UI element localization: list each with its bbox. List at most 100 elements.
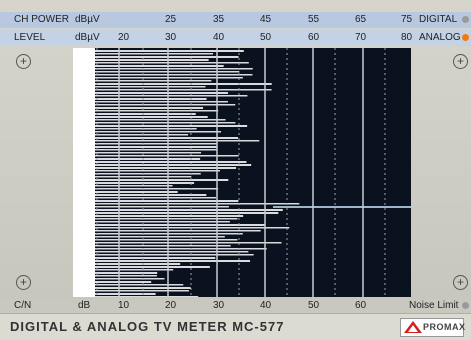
trace-line bbox=[95, 254, 254, 256]
device-title: DIGITAL & ANALOG TV METER MC-577 bbox=[10, 319, 285, 334]
trace-line bbox=[95, 233, 243, 235]
crosshair-top-right-icon: + bbox=[453, 54, 468, 69]
trace-line bbox=[95, 236, 225, 238]
level-scale: LEVEL dBµV 20 30 40 50 60 70 80 ANALOG bbox=[0, 30, 471, 46]
trace-line bbox=[95, 206, 229, 208]
spectrum-display bbox=[73, 48, 411, 297]
trace-line bbox=[95, 293, 156, 295]
trace-line bbox=[95, 296, 199, 297]
ch-power-tick: 25 bbox=[165, 14, 177, 25]
trace-line bbox=[95, 197, 217, 199]
spectrum-trace bbox=[73, 48, 411, 297]
trace-line bbox=[95, 101, 228, 103]
trace-line bbox=[95, 200, 239, 202]
level-label: LEVEL bbox=[14, 32, 46, 43]
trace-line bbox=[95, 179, 229, 181]
trace-line bbox=[95, 188, 219, 190]
ch-power-unit: dBµV bbox=[75, 14, 100, 25]
ch-power-tick: 45 bbox=[260, 14, 272, 25]
trace-line bbox=[95, 161, 247, 163]
analog-indicator-icon bbox=[462, 34, 469, 41]
brand-name: PROMAX bbox=[423, 322, 466, 332]
trace-line bbox=[95, 71, 240, 73]
ch-power-tick: 75 bbox=[401, 14, 413, 25]
digital-label: DIGITAL bbox=[419, 14, 458, 25]
trace-line bbox=[95, 143, 218, 145]
trace-line bbox=[95, 245, 231, 247]
level-tick: 40 bbox=[213, 32, 225, 43]
trace-line bbox=[95, 155, 239, 157]
trace-line bbox=[95, 224, 266, 226]
trace-line bbox=[95, 68, 253, 70]
trace-line bbox=[95, 107, 204, 109]
trace-line bbox=[95, 239, 238, 241]
cn-tick: 10 bbox=[118, 300, 130, 311]
trace-line bbox=[95, 62, 249, 64]
trace-line bbox=[95, 104, 236, 106]
promax-logo-icon bbox=[404, 321, 422, 333]
noise-limit-indicator-icon bbox=[462, 302, 469, 309]
level-tick: 30 bbox=[165, 32, 177, 43]
crosshair-bottom-right-icon: + bbox=[453, 275, 468, 290]
trace-line bbox=[95, 281, 152, 283]
trace-floor bbox=[73, 48, 95, 297]
trace-line bbox=[95, 182, 195, 184]
trace-line bbox=[95, 164, 252, 166]
cn-tick: 50 bbox=[308, 300, 320, 311]
trace-line bbox=[95, 89, 272, 91]
trace-line bbox=[95, 125, 248, 127]
trace-line bbox=[95, 50, 244, 52]
ch-power-tick: 65 bbox=[355, 14, 367, 25]
trace-line bbox=[95, 146, 217, 148]
trace-line bbox=[95, 218, 238, 220]
level-unit: dBµV bbox=[75, 32, 100, 43]
trace-line bbox=[95, 215, 244, 217]
trace-line bbox=[95, 176, 192, 178]
trace-line bbox=[95, 263, 181, 265]
trace-line bbox=[95, 170, 220, 172]
trace-line bbox=[95, 74, 253, 76]
level-tick: 50 bbox=[260, 32, 272, 43]
trace-line bbox=[95, 194, 207, 196]
ch-power-tick: 35 bbox=[213, 14, 225, 25]
trace-line bbox=[95, 122, 236, 124]
trace-line bbox=[95, 221, 230, 223]
analog-label: ANALOG bbox=[419, 32, 461, 43]
cn-unit: dB bbox=[78, 300, 91, 311]
trace-line bbox=[95, 257, 216, 259]
promax-logo: PROMAX bbox=[400, 318, 466, 337]
trace-line bbox=[95, 209, 283, 211]
trace-line bbox=[95, 191, 178, 193]
level-tick: 70 bbox=[355, 32, 367, 43]
cn-scale: C/N dB 10 20 30 40 50 60 Noise Limit bbox=[0, 299, 471, 313]
trace-line bbox=[95, 95, 248, 97]
trace-line bbox=[95, 110, 219, 112]
trace-line bbox=[95, 86, 206, 88]
level-tick: 80 bbox=[401, 32, 413, 43]
ch-power-scale: CH POWER dBµV 25 35 45 55 65 75 DIGITAL bbox=[0, 12, 471, 28]
trace-line bbox=[95, 131, 222, 133]
trace-line bbox=[95, 212, 279, 214]
footer: DIGITAL & ANALOG TV METER MC-577 PROMAX bbox=[0, 313, 471, 340]
trace-line bbox=[95, 242, 282, 244]
trace-line bbox=[95, 92, 228, 94]
digital-indicator-icon bbox=[462, 16, 469, 23]
ch-power-label: CH POWER bbox=[14, 14, 69, 25]
trace-line bbox=[95, 119, 226, 121]
trace-line bbox=[95, 158, 201, 160]
crosshair-bottom-left-icon: + bbox=[16, 275, 31, 290]
cn-tick: 30 bbox=[213, 300, 225, 311]
trace-line bbox=[95, 230, 261, 232]
cn-tick: 40 bbox=[260, 300, 272, 311]
trace-line bbox=[95, 290, 189, 292]
trace-line bbox=[95, 278, 165, 280]
trace-line bbox=[95, 77, 243, 79]
trace-line bbox=[95, 227, 290, 229]
trace-line bbox=[95, 275, 157, 277]
trace-line bbox=[95, 80, 212, 82]
trace-line bbox=[95, 167, 237, 169]
trace-line bbox=[95, 152, 202, 154]
trace-line bbox=[95, 98, 207, 100]
trace-line bbox=[95, 149, 217, 151]
